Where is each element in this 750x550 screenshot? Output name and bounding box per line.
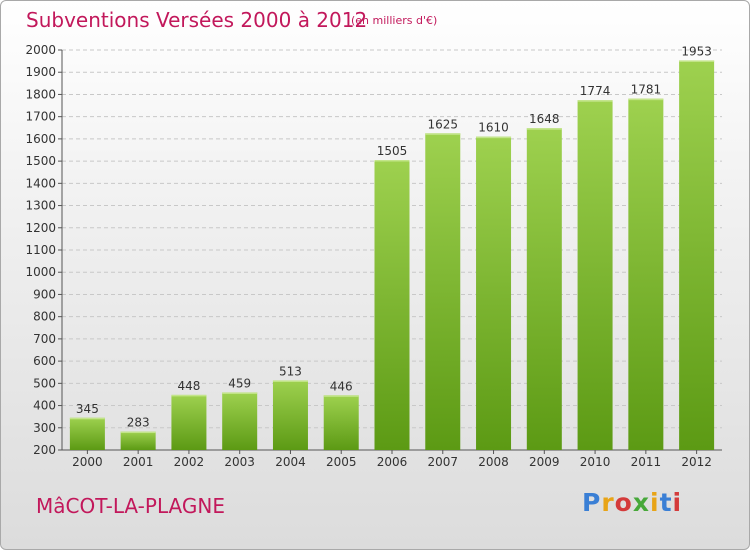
data-label: 345 [76,402,99,416]
bar-2009 [526,128,562,450]
bar-2005 [323,395,359,450]
logo-letter: t [659,488,673,517]
y-tick-label: 500 [33,376,56,390]
bar-2011 [628,98,664,451]
bar-2001 [120,431,156,450]
y-tick-label: 1600 [25,132,56,146]
x-tick-label: 2010 [580,455,611,469]
y-tick-label: 1400 [25,176,56,190]
y-tick-label: 1900 [25,65,56,79]
y-tick-label: 1300 [25,199,56,213]
data-label: 1953 [681,44,712,58]
y-tick-label: 400 [33,399,56,413]
data-label: 513 [279,364,302,378]
y-tick-label: 900 [33,287,56,301]
bar-highlight [526,128,562,130]
y-tick-label: 300 [33,421,56,435]
logo-letter: i [650,488,660,517]
data-labels: 345 283 448 459 513 446 1505 1625 1610 1648 1774 17… [76,44,712,429]
data-label: 283 [127,416,150,430]
y-tick-label: 1100 [25,243,56,257]
bar-highlight [476,136,512,139]
y-tick-label: 1200 [25,221,56,235]
y-tick-label: 600 [33,354,56,368]
bar-highlight [272,380,308,382]
x-tick-label: 2000 [72,455,103,469]
proxiti-logo: Proxiti [582,488,682,517]
data-label: 448 [177,379,200,393]
bar-highlight [628,98,664,101]
x-tick-label: 2005 [326,455,357,469]
y-tick-label: 1700 [25,110,56,124]
bar-2004 [272,380,308,450]
chart-subtitle: (en milliers d'€) [351,14,438,27]
logo-letter: P [582,488,602,517]
bar-2002 [171,394,207,450]
bar-highlight [374,160,410,162]
bar-highlight [679,60,715,62]
y-tick-label: 1500 [25,154,56,168]
logo-letter: o [614,488,633,517]
logo-letter: r [601,488,615,517]
bar-2012 [679,60,715,450]
y-tick-label: 800 [33,310,56,324]
axes: 200 300 400 500 600 700 800 900 1000 1100 1200 1300… [25,43,722,469]
bar-highlight [222,392,258,394]
bar-2000 [69,417,105,450]
bar-highlight [577,100,613,102]
y-tick-label: 1800 [25,87,56,101]
data-label: 1781 [631,83,662,97]
logo-letter: x [632,488,650,517]
bar-2003 [222,392,258,450]
x-tick-label: 2003 [224,455,255,469]
y-tick-label: 1000 [25,265,56,279]
data-label: 446 [330,379,353,393]
x-tick-label: 2012 [681,455,712,469]
y-tick-label: 2000 [25,43,56,57]
x-tick-label: 2009 [529,455,560,469]
data-label: 1505 [377,144,408,158]
chart-title: Subventions Versées 2000 à 2012 [26,8,368,32]
x-tick-label: 2006 [377,455,408,469]
logo-letter: i [672,488,683,517]
x-tick-label: 2008 [478,455,509,469]
x-tick-label: 2007 [427,455,458,469]
data-label: 1610 [478,121,509,135]
bar-highlight [323,395,359,397]
bar-highlight [120,431,156,434]
bars [69,60,715,451]
data-label: 1625 [427,117,458,131]
x-tick-label: 2001 [123,455,154,469]
bar-2008 [476,136,512,450]
x-tick-label: 2004 [275,455,306,469]
commune-name: MâCOT-LA-PLAGNE [36,494,225,518]
bar-2007 [425,133,461,451]
bar-highlight [69,417,105,420]
data-label: 459 [228,376,251,390]
bar-2010 [577,100,613,450]
x-tick-label: 2011 [631,455,662,469]
y-tick-label: 200 [33,443,56,457]
y-tick-label: 700 [33,332,56,346]
data-label: 1648 [529,112,560,126]
bar-highlight [171,394,207,397]
x-tick-label: 2002 [174,455,205,469]
bar-2006 [374,160,410,450]
data-label: 1774 [580,84,611,98]
bar-highlight [425,133,461,135]
